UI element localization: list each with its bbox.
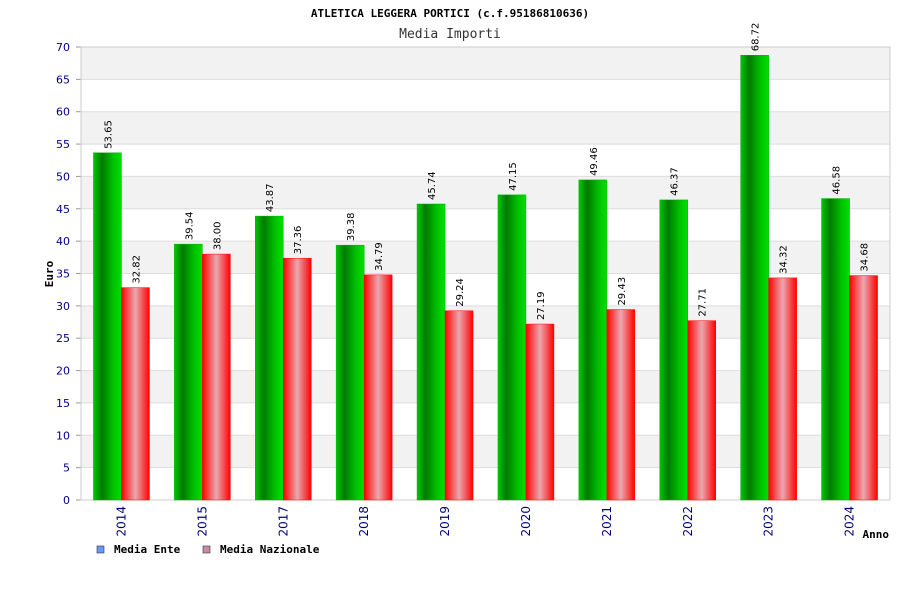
y-tick-label: 0 <box>63 494 70 507</box>
data-label: 34.32 <box>779 245 790 274</box>
data-label: 34.79 <box>374 242 385 271</box>
data-label: 27.19 <box>536 291 547 320</box>
x-axis-ticks: 2014 2015 2017 2018 2019 2020 2021 2022 2023 2024 <box>114 506 856 537</box>
bar-media-ente-2021 <box>578 179 608 501</box>
bar-media-nazionale-2023 <box>768 277 797 501</box>
bar-media-nazionale-2021 <box>606 309 636 501</box>
x-tick-label: 2015 <box>195 506 209 537</box>
data-label: 46.58 <box>832 166 843 195</box>
bar-media-nazionale-2014 <box>121 287 150 501</box>
bar-media-ente-2014 <box>93 152 122 501</box>
y-axis-label: Euro <box>43 260 56 287</box>
data-label: 68.72 <box>751 23 762 52</box>
y-tick-label: 50 <box>56 170 70 183</box>
x-tick-label: 2021 <box>600 506 614 537</box>
data-label: 45.74 <box>427 171 438 200</box>
data-label: 49.46 <box>589 147 600 176</box>
y-tick-label: 30 <box>56 300 70 313</box>
data-label: 37.36 <box>293 226 304 255</box>
y-tick-label: 5 <box>63 462 70 475</box>
bar-media-ente-2024 <box>821 198 850 501</box>
x-tick-label: 2014 <box>114 506 128 537</box>
data-label: 34.68 <box>860 243 871 272</box>
y-tick-label: 65 <box>56 73 70 86</box>
bar-media-ente-2019 <box>416 203 446 501</box>
y-tick-label: 15 <box>56 397 70 410</box>
y-tick-label: 35 <box>56 268 70 281</box>
bar-media-nazionale-2024 <box>849 275 878 501</box>
data-label: 29.24 <box>455 278 466 307</box>
chart-title: ATLETICA LEGGERA PORTICI (c.f.9518681063… <box>311 7 589 20</box>
x-tick-label: 2017 <box>276 506 290 537</box>
y-tick-label: 20 <box>56 365 70 378</box>
legend: Media Ente Media Nazionale <box>96 543 320 556</box>
bar-media-nazionale-2022 <box>687 320 716 501</box>
y-tick-label: 40 <box>56 235 70 248</box>
bar-media-nazionale-2017 <box>283 257 312 501</box>
bar-media-nazionale-2015 <box>202 253 231 501</box>
data-label: 29.43 <box>617 277 628 306</box>
bar-media-nazionale-2020 <box>525 323 555 501</box>
data-label: 46.37 <box>670 167 681 196</box>
x-tick-label: 2020 <box>519 506 533 537</box>
bar-media-ente-2023 <box>740 55 769 501</box>
y-tick-label: 60 <box>56 106 70 119</box>
x-tick-label: 2024 <box>843 506 857 537</box>
x-tick-label: 2019 <box>438 506 452 537</box>
data-label: 47.15 <box>508 162 519 191</box>
bar-media-ente-2018 <box>335 244 365 501</box>
y-tick-label: 55 <box>56 138 70 151</box>
y-tick-label: 10 <box>56 429 70 442</box>
legend-swatch-nazionale <box>202 545 211 554</box>
data-label: 27.71 <box>698 288 709 317</box>
y-axis-ticks: 0 5 10 15 20 25 30 35 40 45 50 55 60 65 70 <box>56 41 70 507</box>
y-tick-label: 45 <box>56 203 70 216</box>
plot-frame <box>80 46 891 501</box>
bar-media-ente-2020 <box>497 194 527 501</box>
bar-media-ente-2022 <box>659 199 688 501</box>
x-tick-label: 2022 <box>681 506 695 537</box>
legend-label-nazionale: Media Nazionale <box>220 543 320 556</box>
bar-media-nazionale-2018 <box>363 274 393 501</box>
x-tick-label: 2023 <box>762 506 776 537</box>
y-tick-label: 70 <box>56 41 70 54</box>
legend-label-ente: Media Ente <box>114 543 181 556</box>
bar-media-ente-2017 <box>255 215 284 501</box>
x-axis-label: Anno <box>863 528 890 541</box>
data-label: 43.87 <box>265 183 276 212</box>
bar-media-nazionale-2019 <box>444 310 474 501</box>
y-tick-label: 25 <box>56 332 70 345</box>
data-label: 39.54 <box>184 211 195 240</box>
data-label: 53.65 <box>103 120 114 149</box>
data-label: 38.00 <box>212 221 223 250</box>
x-tick-label: 2018 <box>357 506 371 537</box>
data-labels: 53.65 32.82 39.54 38.00 43.87 37.36 39.38 34.79… <box>103 23 870 320</box>
bars <box>93 55 878 501</box>
chart-subtitle: Media Importi <box>399 27 501 42</box>
data-label: 32.82 <box>131 255 142 284</box>
data-label: 39.38 <box>346 213 357 242</box>
legend-swatch-ente <box>96 545 105 554</box>
bar-media-ente-2015 <box>174 243 203 501</box>
